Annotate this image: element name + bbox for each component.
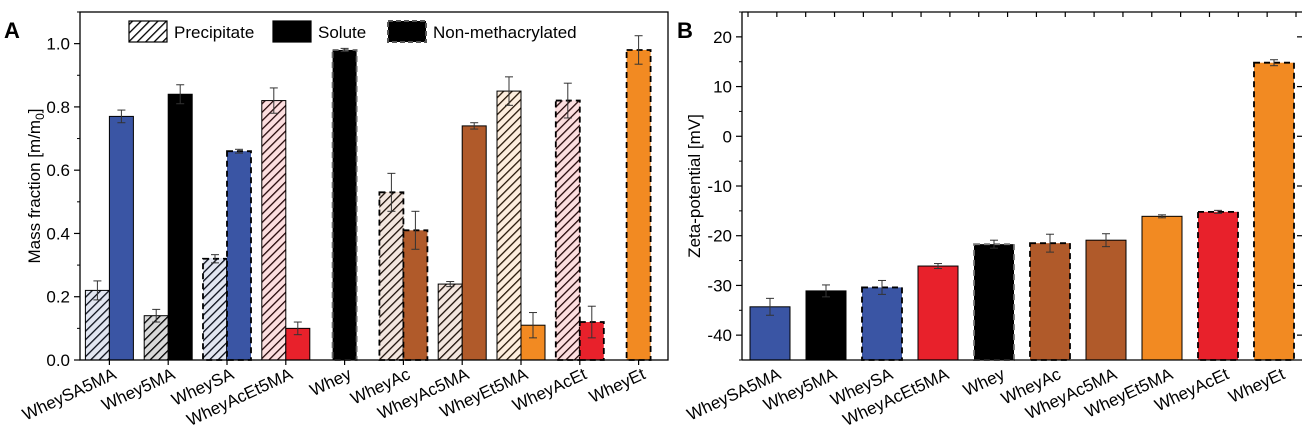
bar-wheyac5ma-solute xyxy=(462,125,487,361)
error-bar xyxy=(634,35,643,65)
error-bar xyxy=(934,263,942,270)
error-bar xyxy=(505,76,513,106)
error-bar xyxy=(446,281,455,288)
bar-wheysa xyxy=(862,287,902,360)
ytick-label: 1.0 xyxy=(46,35,70,54)
bar-hatch xyxy=(261,100,286,360)
bar-wheyac xyxy=(1030,243,1070,360)
bar-hatch xyxy=(497,91,521,360)
panel-b-frame xyxy=(741,11,1302,361)
ytick-label: -40 xyxy=(707,326,732,345)
panel-a-ticks: 0.0 0.2 0.4 0.6 0.8 1.0 xyxy=(46,11,80,370)
panel-b-ylabel: Zeta-potential [mV] xyxy=(685,114,704,258)
ytick-label: 0 xyxy=(723,127,732,146)
legend-label-solute: Solute xyxy=(318,23,366,42)
error-bar xyxy=(822,284,830,298)
error-bar xyxy=(1214,209,1222,214)
bar-hatch xyxy=(379,192,404,360)
error-bar xyxy=(766,297,774,316)
ytick-label: 10 xyxy=(713,78,732,97)
error-bar xyxy=(1158,214,1166,219)
ytick-label: 0.2 xyxy=(46,288,70,307)
xtick-label-wheyet: WheyEt xyxy=(1226,364,1288,406)
error-bar xyxy=(387,172,396,212)
panel-a-label: A xyxy=(4,18,20,43)
bar-hatch xyxy=(203,258,227,360)
error-bar xyxy=(878,279,886,295)
panel-a: A 0.0 0.2 0.4 0.6 0.8 1.0 WheySA5MAWhey5MAWhe… xyxy=(4,11,669,430)
bar-wheyacet xyxy=(1198,211,1238,360)
error-bar xyxy=(176,84,185,105)
panel-b-label: B xyxy=(677,18,693,43)
error-bar xyxy=(235,148,243,154)
bar-wheyet xyxy=(1254,62,1294,361)
ytick-label: -20 xyxy=(707,227,732,246)
ytick-label: 20 xyxy=(713,28,732,47)
legend-swatch-solute xyxy=(272,20,312,43)
bar-hatch xyxy=(85,290,110,360)
panel-b-bars xyxy=(749,59,1295,361)
error-bar xyxy=(411,210,420,250)
ytick-label: 0.0 xyxy=(46,351,70,370)
error-bar xyxy=(293,321,302,336)
legend-swatch-non-methacrylated xyxy=(387,20,427,43)
legend-label-non-methacrylated: Non-methacrylated xyxy=(433,23,577,42)
bar-whey-solute xyxy=(332,49,357,361)
error-bar xyxy=(340,47,349,53)
error-bar xyxy=(563,82,572,119)
ytick-label: 0.4 xyxy=(46,224,70,243)
panel-a-legend: Precipitate Solute Non-methacrylated xyxy=(128,20,577,43)
bar-wheyacet5ma xyxy=(918,266,958,360)
bar-wheysa-solute xyxy=(227,151,251,360)
panel-b: B -40 -30 -20 -10 0 10 20 WheySA5MAWhey5MAWhey… xyxy=(677,11,1302,430)
error-bar xyxy=(470,122,479,130)
bar-whey5ma xyxy=(806,290,846,360)
error-bar xyxy=(1102,233,1110,248)
error-bar xyxy=(117,109,126,124)
panel-a-frame xyxy=(79,11,669,361)
bar-hatch xyxy=(555,100,580,360)
xtick-label-wheyet: WheyEt xyxy=(586,364,648,406)
bar-wheyac-solute xyxy=(403,230,428,360)
ytick-label: -30 xyxy=(707,276,732,295)
bar-hatch xyxy=(144,315,169,360)
bar-wheyet5ma xyxy=(1142,216,1182,360)
legend-label-precipitate: Precipitate xyxy=(174,23,254,42)
error-bar xyxy=(529,312,537,339)
bar-hatch xyxy=(438,284,463,360)
bar-whey5ma-solute xyxy=(168,94,193,360)
panel-a-ylabel: Mass fraction [m/m0] xyxy=(25,108,47,263)
bar-whey xyxy=(974,244,1014,360)
error-bar xyxy=(93,280,102,301)
legend-swatch-precipitate xyxy=(128,20,168,43)
error-bar xyxy=(211,254,219,264)
error-bar xyxy=(152,308,161,323)
error-bar xyxy=(1046,233,1054,253)
ytick-label: 0.6 xyxy=(46,161,70,180)
bar-wheyet-solute xyxy=(626,49,651,361)
bar-wheysa5ma-solute xyxy=(109,116,134,361)
error-bar xyxy=(990,239,998,249)
bar-wheyac5ma xyxy=(1086,240,1126,360)
panel-b-ticks: -40 -30 -20 -10 0 10 20 xyxy=(707,11,1302,361)
panel-a-bars xyxy=(84,35,652,361)
ytick-label: 0.8 xyxy=(46,98,70,117)
error-bar xyxy=(1270,59,1278,67)
error-bar xyxy=(587,305,596,339)
ytick-label: -10 xyxy=(707,177,732,196)
error-bar xyxy=(269,87,278,114)
xtick-label-whey: Whey xyxy=(307,364,355,400)
